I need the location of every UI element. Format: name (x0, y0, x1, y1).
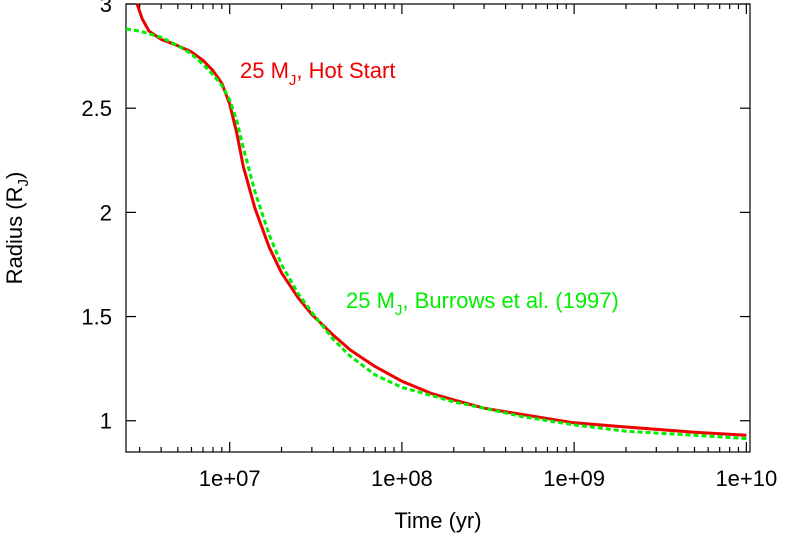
annotation-burrows-post: , Burrows et al. (1997) (402, 288, 618, 313)
annotation-hot-start-pre: 25 M (240, 58, 289, 83)
y-axis-label-main: Radius (R (2, 187, 27, 285)
y-axis-label-close: ) (2, 172, 27, 179)
x-axis-label: Time (yr) (394, 508, 481, 533)
y-tick-label: 1.5 (81, 305, 112, 330)
y-tick-label: 2 (100, 200, 112, 225)
x-ticks: 1e+07 1e+08 1e+09 1e+10 (139, 4, 777, 491)
series-line-hot-start (135, 3, 747, 437)
series-line-burrows (125, 27, 747, 440)
annotation-hot-start: 25 MJ, Hot Start (240, 58, 395, 89)
annotation-hot-start-subscript: J (289, 72, 297, 89)
series-layer (125, 3, 747, 440)
y-tick-label: 1 (100, 409, 112, 434)
y-axis-label-subscript: J (15, 179, 32, 187)
x-tick-label: 1e+07 (199, 466, 261, 491)
plot-frame (125, 3, 751, 453)
annotation-burrows-pre: 25 M (346, 288, 395, 313)
y-ticks: 1 1.5 2 2.5 3 (81, 0, 750, 434)
y-axis-label: Radius (RJ) (2, 172, 32, 285)
y-tick-label: 3 (100, 0, 112, 17)
y-tick-label: 2.5 (81, 96, 112, 121)
annotation-burrows: 25 MJ, Burrows et al. (1997) (346, 288, 619, 319)
annotation-burrows-subscript: J (395, 302, 403, 319)
x-tick-label: 1e+10 (715, 466, 777, 491)
x-tick-label: 1e+08 (371, 466, 433, 491)
annotation-hot-start-post: , Hot Start (296, 58, 395, 83)
x-tick-label: 1e+09 (543, 466, 605, 491)
